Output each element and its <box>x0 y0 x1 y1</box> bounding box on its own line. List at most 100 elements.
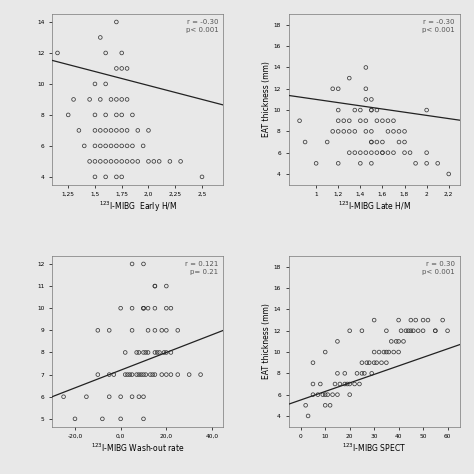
Point <box>304 412 312 420</box>
Text: r = -0.30
p< 0.001: r = -0.30 p< 0.001 <box>422 19 455 33</box>
Point <box>444 327 451 335</box>
Point <box>367 106 375 114</box>
Point <box>397 327 405 335</box>
Point <box>126 371 134 378</box>
Point <box>424 316 432 324</box>
Point <box>384 117 392 125</box>
Point <box>395 128 403 135</box>
Point <box>91 80 99 88</box>
Point <box>373 359 380 366</box>
Point <box>383 327 390 335</box>
Point <box>356 117 364 125</box>
Point <box>373 106 381 114</box>
Point <box>105 393 113 401</box>
Point <box>70 96 77 103</box>
Point <box>367 160 375 167</box>
Point <box>341 370 348 377</box>
Point <box>317 380 324 388</box>
Point <box>326 401 334 409</box>
Point <box>334 391 341 399</box>
Point <box>118 157 126 165</box>
Point <box>423 106 430 114</box>
Point <box>140 260 147 268</box>
Point <box>329 391 337 399</box>
Point <box>367 128 375 135</box>
Point <box>102 127 109 134</box>
Point <box>331 380 339 388</box>
Point <box>412 316 419 324</box>
Text: r = -0.30
p< 0.001: r = -0.30 p< 0.001 <box>185 19 219 33</box>
Point <box>402 327 410 335</box>
Point <box>423 160 430 167</box>
Point <box>134 157 142 165</box>
Point <box>346 327 354 335</box>
Point <box>137 371 145 378</box>
Point <box>118 111 126 118</box>
Point <box>401 128 408 135</box>
Point <box>346 380 354 388</box>
Point <box>135 393 143 401</box>
X-axis label: $^{123}$I-MIBG  Early H/M: $^{123}$I-MIBG Early H/M <box>99 200 177 214</box>
Point <box>121 371 129 378</box>
Point <box>358 359 366 366</box>
Point <box>118 49 126 57</box>
Point <box>113 111 120 118</box>
Point <box>334 337 341 345</box>
Point <box>151 327 159 334</box>
Point <box>335 85 342 92</box>
Point <box>323 138 331 146</box>
Point <box>107 127 115 134</box>
Point <box>346 391 354 399</box>
Point <box>384 149 392 156</box>
Point <box>75 127 82 134</box>
Point <box>395 348 402 356</box>
Point <box>151 349 159 356</box>
Point <box>431 327 439 335</box>
Point <box>395 316 402 324</box>
Point <box>370 316 378 324</box>
Point <box>301 138 309 146</box>
Point <box>128 393 136 401</box>
Point <box>117 393 125 401</box>
Point <box>139 142 147 150</box>
Point <box>140 304 147 312</box>
Point <box>362 64 370 71</box>
Point <box>145 157 152 165</box>
Point <box>407 316 415 324</box>
Point <box>392 337 400 345</box>
Point <box>97 142 104 150</box>
Point <box>118 64 126 72</box>
Point <box>105 371 113 378</box>
Point <box>445 170 453 178</box>
Point <box>174 371 182 378</box>
Point <box>151 283 159 290</box>
X-axis label: $^{123}$I-MIBG Late H/M: $^{123}$I-MIBG Late H/M <box>337 200 410 212</box>
Point <box>321 391 329 399</box>
Point <box>335 117 342 125</box>
X-axis label: $^{123}$I-MIBG Wash-out rate: $^{123}$I-MIBG Wash-out rate <box>91 442 184 455</box>
Point <box>340 128 347 135</box>
Point <box>379 138 386 146</box>
Point <box>102 142 109 150</box>
Y-axis label: EAT thickness (mm): EAT thickness (mm) <box>262 62 271 137</box>
Point <box>335 106 342 114</box>
Point <box>123 142 131 150</box>
Point <box>163 304 170 312</box>
Point <box>324 391 331 399</box>
Point <box>158 327 165 334</box>
Point <box>167 371 175 378</box>
Point <box>146 371 154 378</box>
Point <box>128 142 136 150</box>
Point <box>379 149 386 156</box>
Point <box>367 96 375 103</box>
Point <box>113 18 120 26</box>
Point <box>362 128 370 135</box>
Point <box>140 349 147 356</box>
Point <box>140 304 147 312</box>
Point <box>378 359 385 366</box>
Point <box>356 160 364 167</box>
Point <box>356 106 364 114</box>
Point <box>128 157 136 165</box>
Point <box>113 142 120 150</box>
Point <box>434 160 441 167</box>
